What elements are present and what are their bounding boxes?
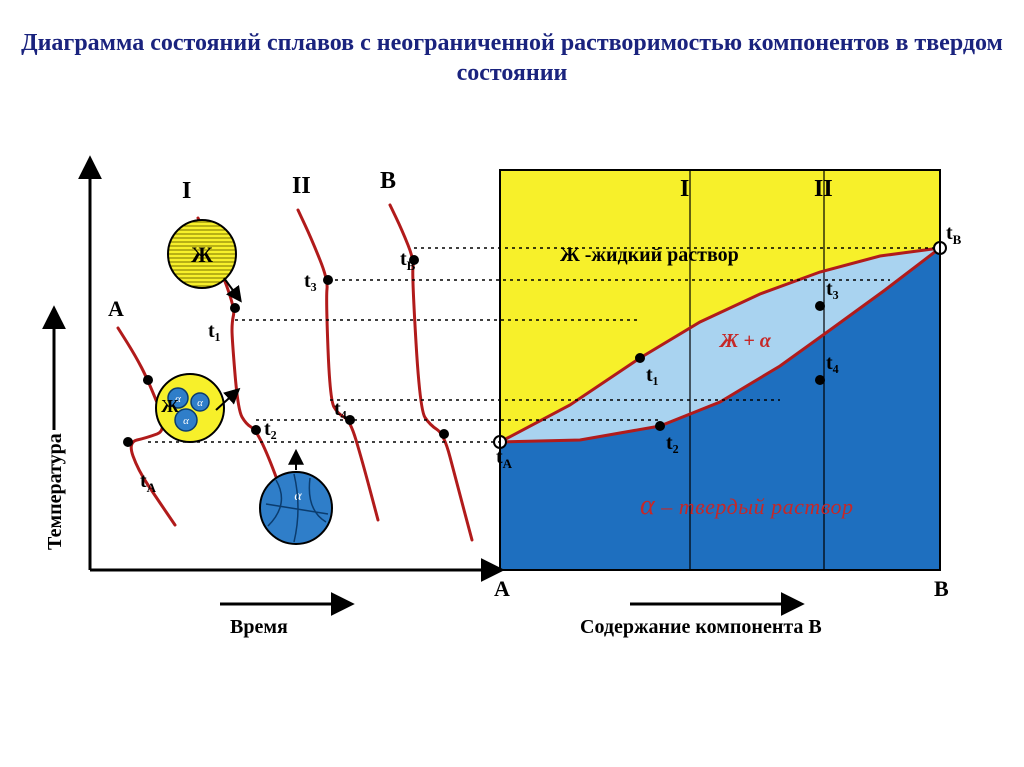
curve-point [123, 437, 133, 447]
page-title: Диаграмма состояний сплавов с неограниче… [0, 28, 1024, 88]
t-label: t₄ [334, 398, 347, 421]
microstructure-liquid: Ж [168, 220, 236, 288]
legend-two-phase: Ж + α [720, 330, 771, 353]
phase-point [635, 353, 645, 363]
svg-text:Ж: Ж [161, 396, 179, 416]
t-label: t₂ [264, 418, 277, 441]
roman-label-right: II [814, 176, 833, 203]
microstructure-mixed: αααЖ [156, 374, 224, 442]
label-tB: tB [946, 222, 961, 248]
phase-point-label: t₄ [826, 352, 839, 375]
y-axis-label: Температура [44, 433, 67, 550]
diagram-svg: ЖαααЖα [0, 0, 1024, 767]
roman-label: B [380, 168, 396, 195]
x-axis-label: Время [230, 616, 288, 639]
corner-A: A [494, 576, 510, 602]
phase-point [815, 301, 825, 311]
roman-label: II [292, 173, 311, 200]
curve-point [143, 375, 153, 385]
phase-point-label: t₁ [646, 364, 659, 387]
phase-point [815, 375, 825, 385]
legend-solid: α – твердый раствор [640, 490, 854, 522]
series-label: A [108, 296, 124, 322]
legend-liquid: Ж -жидкий раствор [560, 244, 739, 267]
svg-text:α: α [183, 415, 189, 427]
curve-point [230, 303, 240, 313]
roman-label-right: I [680, 176, 689, 203]
t-label: tA [140, 470, 156, 496]
t-label: t₃ [304, 270, 317, 293]
label-tA: tA [496, 446, 512, 472]
t-label: tB [400, 248, 415, 274]
x-axis-label-right: Содержание компонента В [580, 616, 822, 639]
curve-point [251, 425, 261, 435]
t-label: t₁ [208, 320, 221, 343]
diagram-stage: Диаграмма состояний сплавов с неограниче… [0, 0, 1024, 767]
phase-point-label: t₂ [666, 432, 679, 455]
phase-point [655, 421, 665, 431]
svg-text:Ж: Ж [191, 242, 213, 267]
svg-text:α: α [197, 397, 203, 409]
roman-label: I [182, 178, 191, 205]
curve-point [439, 429, 449, 439]
cooling-curve [298, 210, 378, 520]
phase-point-label: t₃ [826, 278, 839, 301]
corner-B: B [934, 576, 949, 602]
